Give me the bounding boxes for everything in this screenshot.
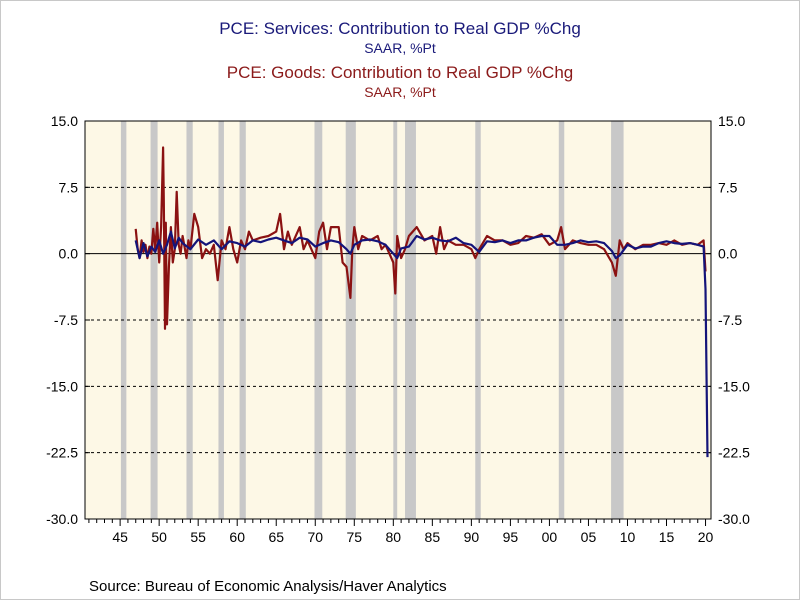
goods-line xyxy=(134,146,707,330)
y-tick-label-right: -7.5 xyxy=(718,312,742,328)
x-tick-label: 80 xyxy=(386,529,402,545)
y-tick-label-left: -22.5 xyxy=(46,445,78,461)
chart-title-services: PCE: Services: Contribution to Real GDP … xyxy=(219,19,581,38)
y-tick-label-right: 7.5 xyxy=(718,179,738,195)
recession-band xyxy=(218,121,224,519)
recession-band xyxy=(393,121,398,519)
x-tick-label: 00 xyxy=(542,529,558,545)
y-tick-label-left: 15.0 xyxy=(51,113,78,129)
y-tick-label-left: 0.0 xyxy=(59,246,79,262)
chart-subtitle-services: SAAR, %Pt xyxy=(364,40,436,56)
x-tick-label: 10 xyxy=(620,529,636,545)
x-tick-label: 45 xyxy=(112,529,128,545)
x-tick-label: 60 xyxy=(229,529,245,545)
y-tick-label-right: -30.0 xyxy=(718,511,750,527)
x-tick-label: 85 xyxy=(425,529,441,545)
x-tick-label: 20 xyxy=(698,529,714,545)
recession-band xyxy=(475,121,481,519)
x-tick-label: 70 xyxy=(307,529,323,545)
x-tick-label: 65 xyxy=(268,529,284,545)
x-tick-label: 05 xyxy=(581,529,597,545)
y-tick-label-right: 0.0 xyxy=(718,246,738,262)
y-tick-label-right: -22.5 xyxy=(718,445,750,461)
y-tick-label-right: -15.0 xyxy=(718,378,750,394)
x-tick-label: 15 xyxy=(659,529,675,545)
chart-subtitle-goods: SAAR, %Pt xyxy=(364,84,436,100)
y-tick-label-left: -30.0 xyxy=(46,511,78,527)
chart-title-goods: PCE: Goods: Contribution to Real GDP %Ch… xyxy=(226,63,574,82)
plot-border xyxy=(84,120,712,520)
recession-band xyxy=(150,121,158,519)
x-tick-label: 55 xyxy=(190,529,206,545)
services-line xyxy=(134,230,709,458)
y-tick-label-left: -7.5 xyxy=(54,312,78,328)
source-note: Source: Bureau of Economic Analysis/Have… xyxy=(89,578,447,595)
y-tick-label-left: 7.5 xyxy=(59,179,79,195)
x-tick-label: 50 xyxy=(151,529,167,545)
x-tick-label: 95 xyxy=(503,529,519,545)
y-tick-label-left: -15.0 xyxy=(46,378,78,394)
recession-band xyxy=(314,121,323,519)
y-tick-label-right: 15.0 xyxy=(718,113,745,129)
x-tick-label: 75 xyxy=(347,529,363,545)
x-tick-label: 90 xyxy=(464,529,480,545)
recession-band xyxy=(611,121,624,519)
